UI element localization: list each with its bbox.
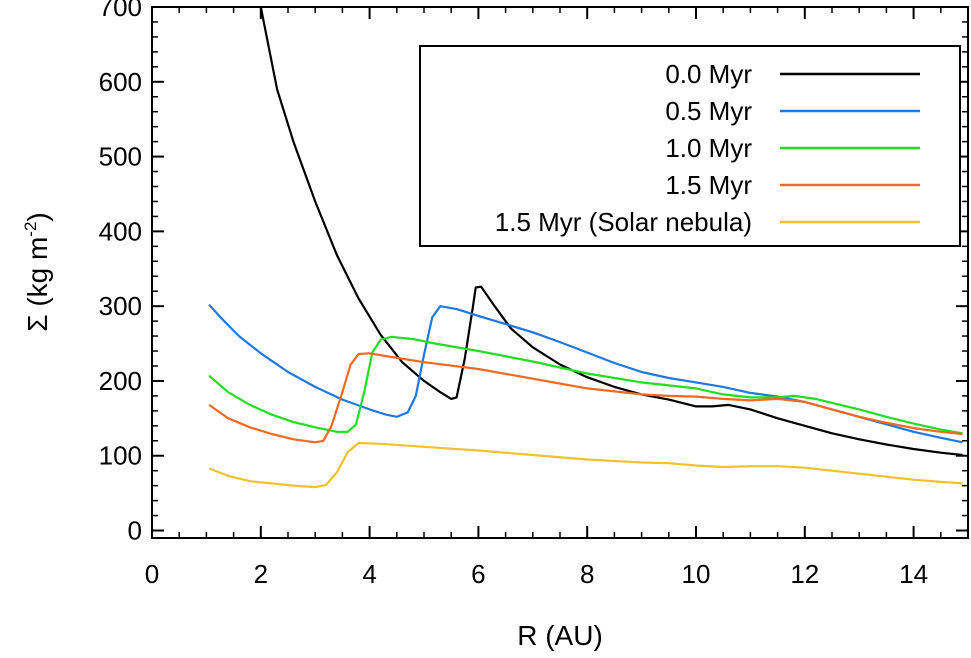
series-line: [259, 7, 963, 457]
y-axis-tick-labels: 0 100 200 300 400 500 600 700: [99, 0, 142, 546]
x-tick-label: 6: [471, 559, 485, 589]
x-tick-label: 10: [682, 559, 711, 589]
x-tick-label: 0: [145, 559, 159, 589]
legend-label: 1.0 Myr: [665, 133, 752, 163]
y-axis-ticks: [152, 6, 968, 532]
legend-box: [419, 45, 961, 247]
x-axis-title: R (AU): [517, 620, 603, 651]
x-axis-ticks: [151, 7, 942, 538]
y-axis-title: Σ (kg m-2): [21, 212, 53, 332]
series-line: [208, 441, 963, 489]
series-line: [208, 352, 963, 444]
y-tick-label: 100: [99, 441, 142, 471]
y-tick-label: 300: [99, 291, 142, 321]
x-tick-label: 14: [899, 559, 928, 589]
x-axis-tick-labels: 0 2 4 6 8 10 12 14: [145, 559, 928, 589]
series-lines: [208, 7, 963, 489]
legend-label: 1.5 Myr (Solar nebula): [495, 207, 752, 237]
y-tick-label: 700: [99, 0, 142, 22]
y-tick-label: 0: [128, 516, 142, 546]
y-axis-title-exponent: -2: [21, 222, 40, 237]
y-axis-title-close: ): [22, 212, 53, 221]
x-tick-label: 12: [790, 559, 819, 589]
x-tick-label: 8: [580, 559, 594, 589]
x-tick-label: 2: [254, 559, 268, 589]
y-tick-label: 600: [99, 67, 142, 97]
legend-label: 0.0 Myr: [665, 59, 752, 89]
y-tick-label: 500: [99, 142, 142, 172]
legend-label: 0.5 Myr: [665, 96, 752, 126]
legend-items: 0.0 Myr 0.5 Myr 1.0 Myr 1.5 Myr 1.5 Myr (Sol…: [495, 59, 920, 237]
legend: 0.0 Myr 0.5 Myr 1.0 Myr 1.5 Myr 1.5 Myr (Sol…: [419, 45, 961, 247]
series-line: [208, 335, 963, 435]
x-tick-label: 4: [362, 559, 376, 589]
y-tick-label: 400: [99, 216, 142, 246]
legend-label: 1.5 Myr: [665, 170, 752, 200]
y-axis-title-main: Σ (kg m: [22, 237, 53, 332]
y-tick-label: 200: [99, 366, 142, 396]
